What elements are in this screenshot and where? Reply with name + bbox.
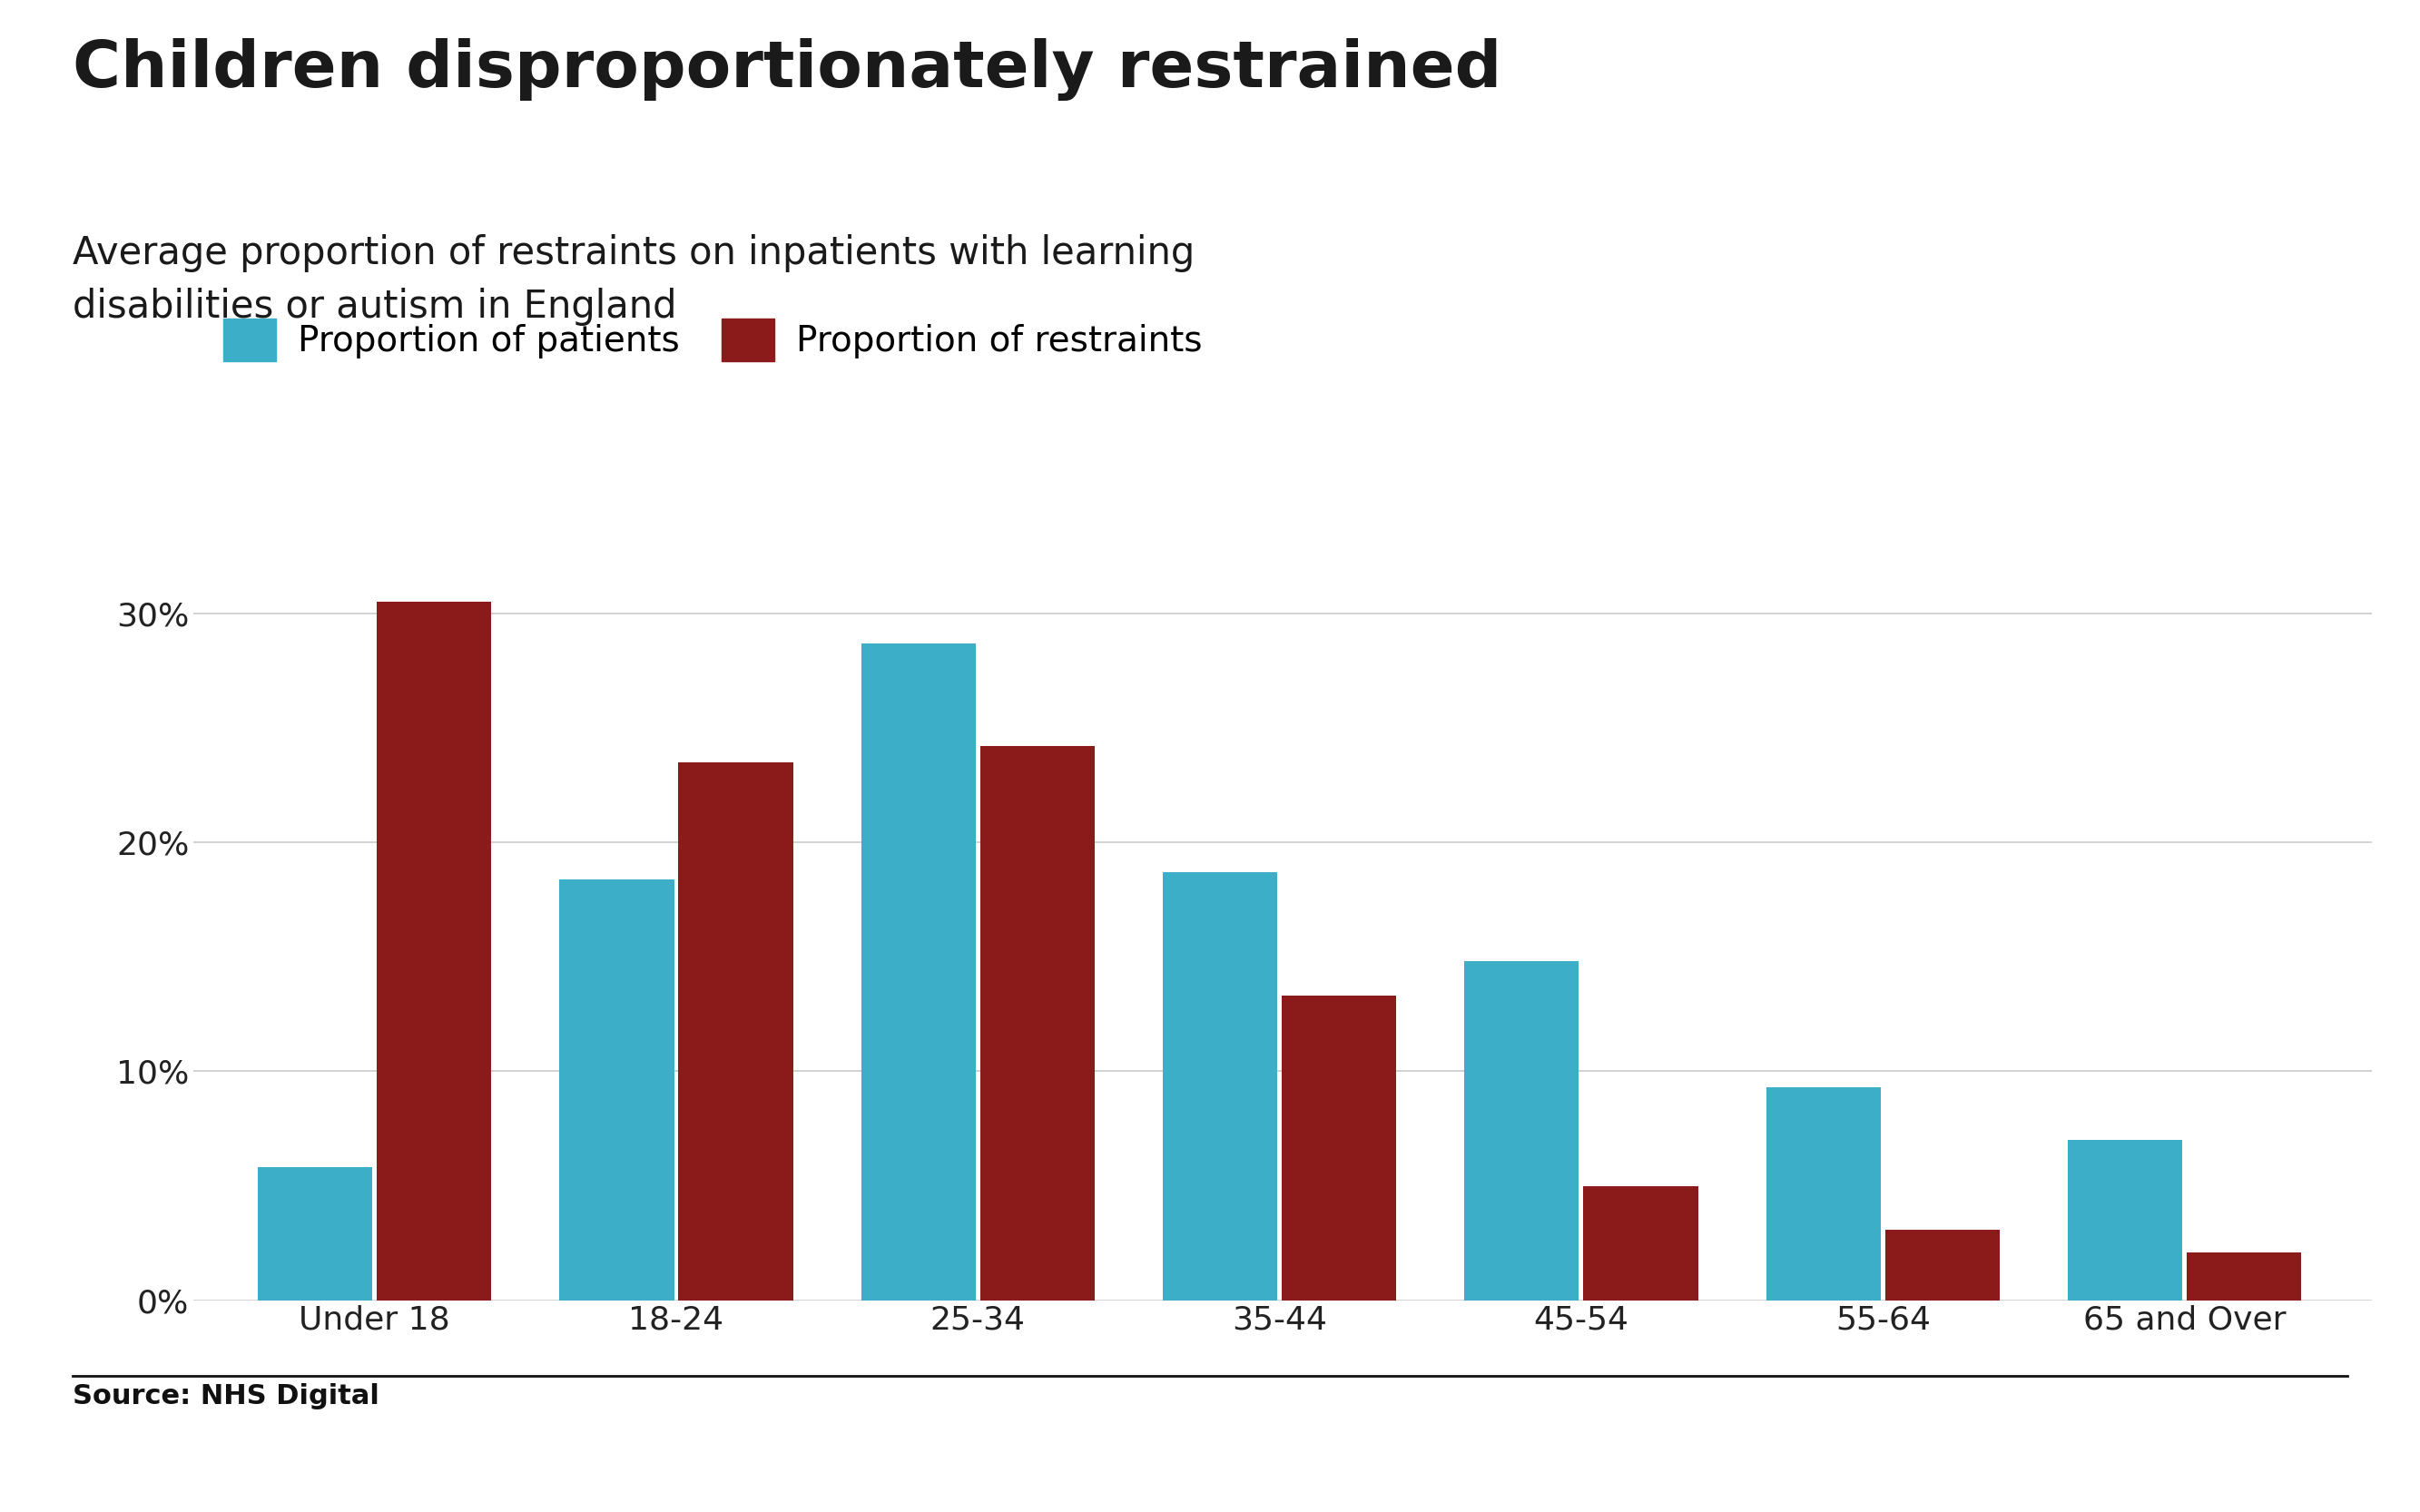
Bar	[1885, 1229, 1999, 1300]
Bar	[1464, 962, 1578, 1300]
Text: B: B	[2369, 1409, 2389, 1433]
Bar	[1583, 1185, 1699, 1300]
Bar	[559, 878, 675, 1300]
Bar	[2188, 1252, 2301, 1300]
Bar	[378, 602, 491, 1300]
Text: Average proportion of restraints on inpatients with learning
disabilities or aut: Average proportion of restraints on inpa…	[73, 234, 1195, 325]
Bar	[1283, 996, 1396, 1300]
Bar	[862, 643, 975, 1300]
Bar	[980, 747, 1094, 1300]
Bar	[1767, 1087, 1880, 1300]
Bar	[2067, 1140, 2183, 1300]
Bar	[257, 1167, 373, 1300]
Text: B: B	[2294, 1409, 2314, 1433]
Bar	[1162, 872, 1278, 1300]
Bar	[678, 762, 794, 1300]
Text: Source: NHS Digital: Source: NHS Digital	[73, 1383, 380, 1409]
Text: Children disproportionately restrained: Children disproportionately restrained	[73, 38, 1503, 100]
Legend: Proportion of patients, Proportion of restraints: Proportion of patients, Proportion of re…	[208, 304, 1217, 375]
